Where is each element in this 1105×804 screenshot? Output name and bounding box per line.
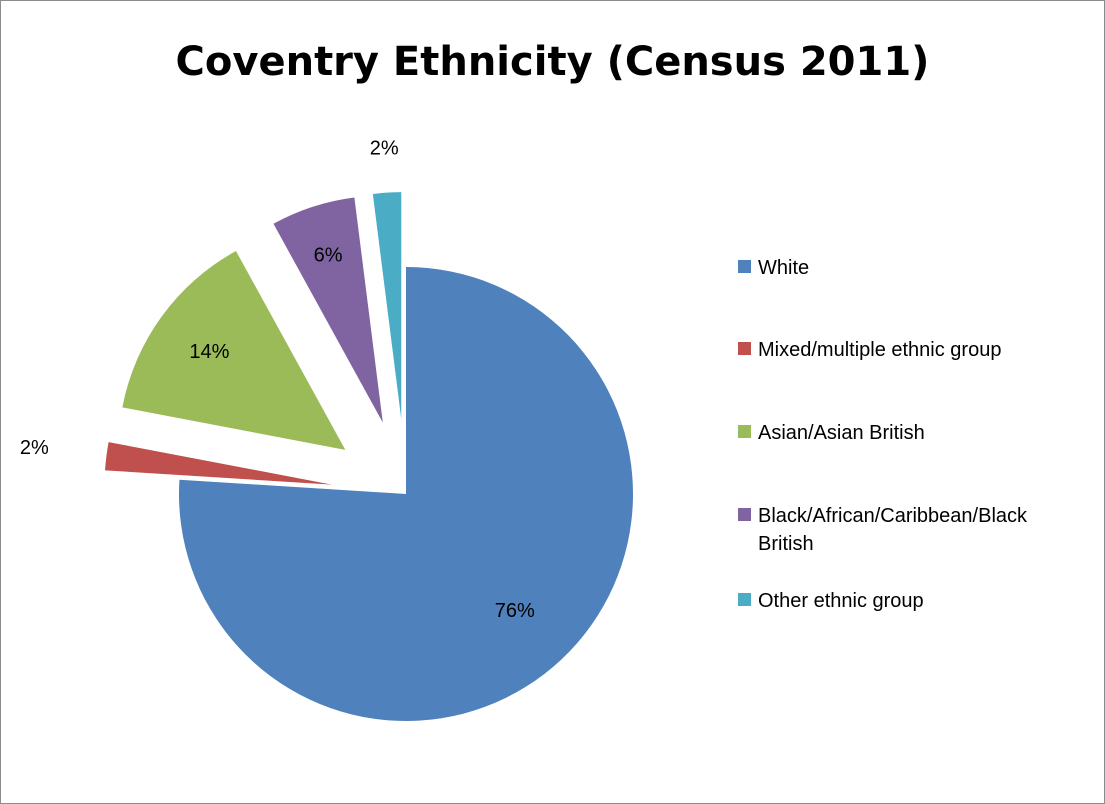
legend-label-asian: Asian/Asian British [758,422,925,444]
data-label-mixed: 2% [20,437,49,459]
data-label-asian: 14% [189,341,229,363]
chart-title: Coventry Ethnicity (Census 2011) [175,39,930,85]
pie-slice-black [273,197,383,423]
pie-slice-asian [122,250,346,450]
legend-label-mixed: Mixed/multiple ethnic group [758,339,1002,361]
legend-swatch-mixed [738,342,751,355]
legend-label-other: Other ethnic group [758,590,924,612]
legend-swatch-black [738,508,751,521]
pie-slice-white [179,267,634,721]
pie-slice-other [372,192,402,420]
legend-label-black: Black/African/Caribbean/Black British [758,505,1028,555]
data-label-white: 76% [495,600,535,622]
data-label-other: 2% [370,137,399,159]
legend-swatch-white [738,260,751,273]
legend-swatch-other [738,593,751,606]
legend-label-white: White [758,257,810,279]
legend-swatch-asian [738,425,751,438]
data-label-black: 6% [314,244,343,266]
pie-slice-mixed [105,442,332,485]
